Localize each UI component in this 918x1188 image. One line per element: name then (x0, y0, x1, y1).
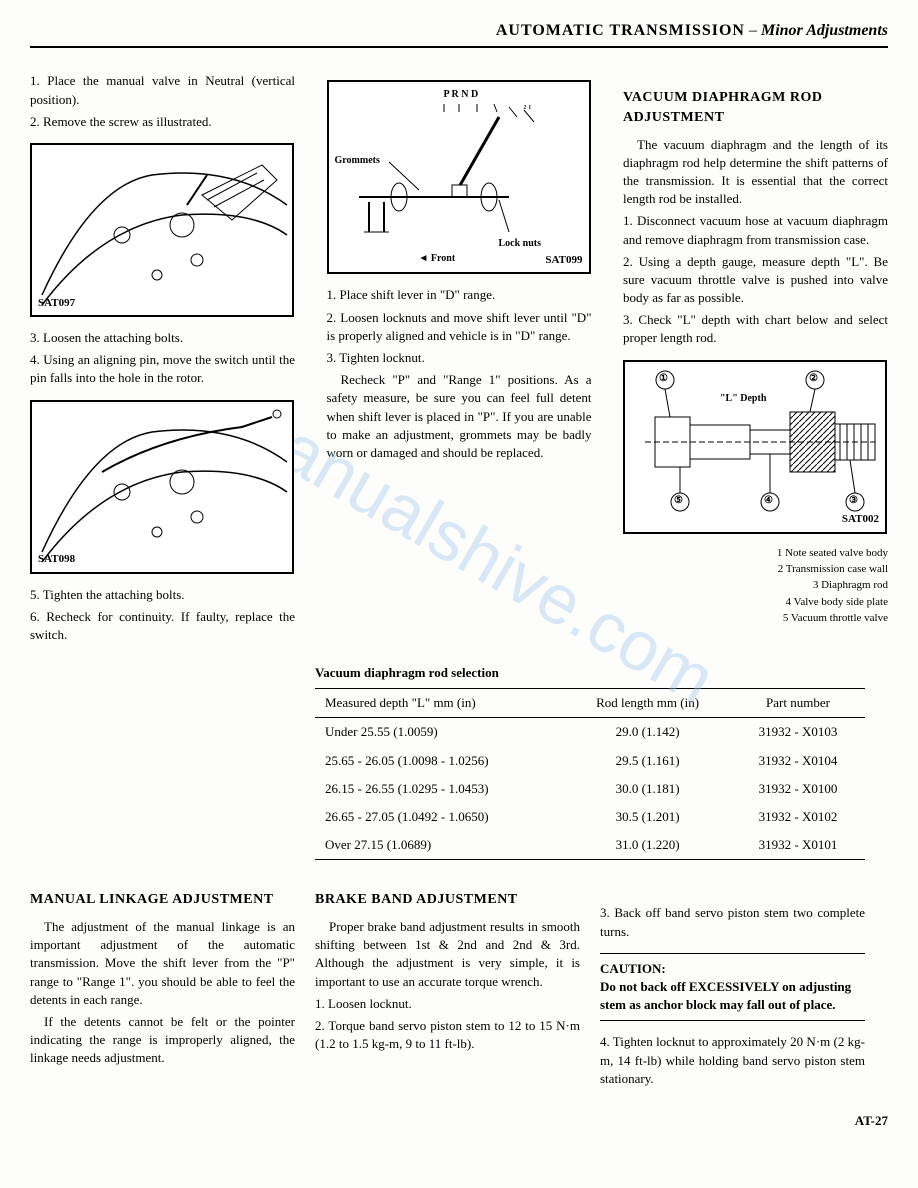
table-cell: Under 25.55 (1.0059) (315, 718, 564, 747)
lower-col-1: MANUAL LINKAGE ADJUSTMENT The adjustment… (30, 870, 295, 1092)
mechanical-drawing-icon (32, 402, 292, 572)
header-main-title: AUTOMATIC TRANSMISSION (496, 22, 745, 39)
figure-sat097: SAT097 (30, 143, 294, 317)
step-text: 1. Place shift lever in "D" range. (327, 286, 592, 304)
table-header: Measured depth "L" mm (in) (315, 689, 564, 718)
legend-item: 1 Note seated valve body (623, 546, 888, 561)
table-cell: 30.5 (1.201) (564, 803, 731, 831)
manual-linkage-heading: MANUAL LINKAGE ADJUSTMENT (30, 890, 295, 910)
body-text: Proper brake band adjustment results in … (315, 918, 580, 991)
spacer-column (30, 648, 295, 860)
table-header: Part number (731, 689, 865, 718)
vacuum-rod-table: Measured depth "L" mm (in) Rod length mm… (315, 688, 865, 860)
callout-1: ① (659, 372, 668, 386)
callout-3: ③ (849, 494, 858, 508)
table-cell: Over 27.15 (1.0689) (315, 831, 564, 860)
table-row: Under 25.55 (1.0059)29.0 (1.142)31932 - … (315, 718, 865, 747)
table-section: Vacuum diaphragm rod selection Measured … (315, 648, 880, 860)
lower-col-2: BRAKE BAND ADJUSTMENT Proper brake band … (315, 870, 580, 1092)
legend-item: 4 Valve body side plate (623, 595, 888, 610)
figure-sat099: P R N D ₂ ₁ Grommets Lock nuts ◄ Front (327, 80, 591, 274)
body-text: The vacuum diaphragm and the length of i… (623, 136, 888, 209)
body-text: If the detents cannot be felt or the poi… (30, 1013, 295, 1068)
table-row: 26.15 - 26.55 (1.0295 - 1.0453)30.0 (1.1… (315, 775, 865, 803)
table-cell: 30.0 (1.181) (564, 775, 731, 803)
callout-2: ② (809, 372, 818, 386)
table-header: Rod length mm (in) (564, 689, 731, 718)
step-text: 3. Loosen the attaching bolts. (30, 329, 295, 347)
column-2: P R N D ₂ ₁ Grommets Lock nuts ◄ Front (327, 68, 592, 648)
caution-body: Do not back off EXCESSIVELY on adjusting… (600, 978, 865, 1014)
step-text: 1. Loosen locknut. (315, 995, 580, 1013)
body-text: The adjustment of the manual linkage is … (30, 918, 295, 1009)
table-title: Vacuum diaphragm rod selection (315, 664, 880, 682)
caution-box: CAUTION: Do not back off EXCESSIVELY on … (600, 953, 865, 1022)
legend-item: 3 Diaphragm rod (623, 578, 888, 593)
caution-title: CAUTION: (600, 960, 865, 978)
step-text: 3. Tighten locknut. (327, 349, 592, 367)
figure-label: SAT099 (545, 253, 582, 268)
figure-sat002: "L" Depth ① ② ③ ④ ⑤ SAT002 (623, 360, 887, 534)
step-text: 1. Disconnect vacuum hose at vacuum diap… (623, 212, 888, 248)
table-row: 26.65 - 27.05 (1.0492 - 1.0650)30.5 (1.2… (315, 803, 865, 831)
lower-col-3: 3. Back off band servo piston stem two c… (600, 870, 865, 1092)
figure-sat098: SAT098 (30, 400, 294, 574)
table-row: 25.65 - 26.05 (1.0098 - 1.0256)29.5 (1.1… (315, 747, 865, 775)
step-text: 6. Recheck for continuity. If faulty, re… (30, 608, 295, 644)
vacuum-heading: VACUUM DIAPHRAGM ROD ADJUSTMENT (623, 88, 888, 127)
figure-label: SAT098 (38, 552, 75, 567)
table-cell: 31932 - X0100 (731, 775, 865, 803)
legend-item: 5 Vacuum throttle valve (623, 611, 888, 626)
body-text: Recheck "P" and "Range 1" positions. As … (327, 371, 592, 462)
step-text: 4. Using an aligning pin, move the switc… (30, 351, 295, 387)
mechanical-drawing-icon (32, 145, 292, 315)
table-cell: 26.65 - 27.05 (1.0492 - 1.0650) (315, 803, 564, 831)
step-text: 1. Place the manual valve in Neutral (ve… (30, 72, 295, 108)
callout-4: ④ (764, 494, 773, 508)
legend-item: 2 Transmission case wall (623, 562, 888, 577)
table-cell: 31932 - X0101 (731, 831, 865, 860)
figure-label: SAT097 (38, 296, 75, 311)
brake-band-heading: BRAKE BAND ADJUSTMENT (315, 890, 580, 910)
step-text: 2. Torque band servo piston stem to 12 t… (315, 1017, 580, 1053)
column-1: 1. Place the manual valve in Neutral (ve… (30, 68, 295, 648)
step-text: 4. Tighten locknut to approximately 20 N… (600, 1033, 865, 1088)
header-sub-title: Minor Adjustments (761, 22, 888, 39)
l-depth-label: "L" Depth (720, 392, 766, 406)
step-text: 2. Remove the screw as illustrated. (30, 113, 295, 131)
table-cell: 31932 - X0103 (731, 718, 865, 747)
page-number: AT-27 (30, 1112, 888, 1130)
table-cell: 29.5 (1.161) (564, 747, 731, 775)
cross-section-diagram-icon (625, 362, 885, 532)
table-cell: 31932 - X0102 (731, 803, 865, 831)
table-cell: 29.0 (1.142) (564, 718, 731, 747)
step-text: 2. Loosen locknuts and move shift lever … (327, 309, 592, 345)
page-header: AUTOMATIC TRANSMISSION – Minor Adjustmen… (30, 20, 888, 48)
step-text: 5. Tighten the attaching bolts. (30, 586, 295, 604)
table-row: Over 27.15 (1.0689)31.0 (1.220)31932 - X… (315, 831, 865, 860)
figure-legend: 1 Note seated valve body 2 Transmission … (623, 546, 888, 627)
step-text: 3. Back off band servo piston stem two c… (600, 904, 865, 940)
linkage-diagram-icon (329, 82, 589, 272)
table-cell: 31932 - X0104 (731, 747, 865, 775)
table-cell: 26.15 - 26.55 (1.0295 - 1.0453) (315, 775, 564, 803)
step-text: 3. Check "L" depth with chart below and … (623, 311, 888, 347)
callout-5: ⑤ (674, 494, 683, 508)
figure-label: SAT002 (842, 512, 879, 527)
column-3: VACUUM DIAPHRAGM ROD ADJUSTMENT The vacu… (623, 68, 888, 648)
table-cell: 31.0 (1.220) (564, 831, 731, 860)
table-cell: 25.65 - 26.05 (1.0098 - 1.0256) (315, 747, 564, 775)
step-text: 2. Using a depth gauge, measure depth "L… (623, 253, 888, 308)
